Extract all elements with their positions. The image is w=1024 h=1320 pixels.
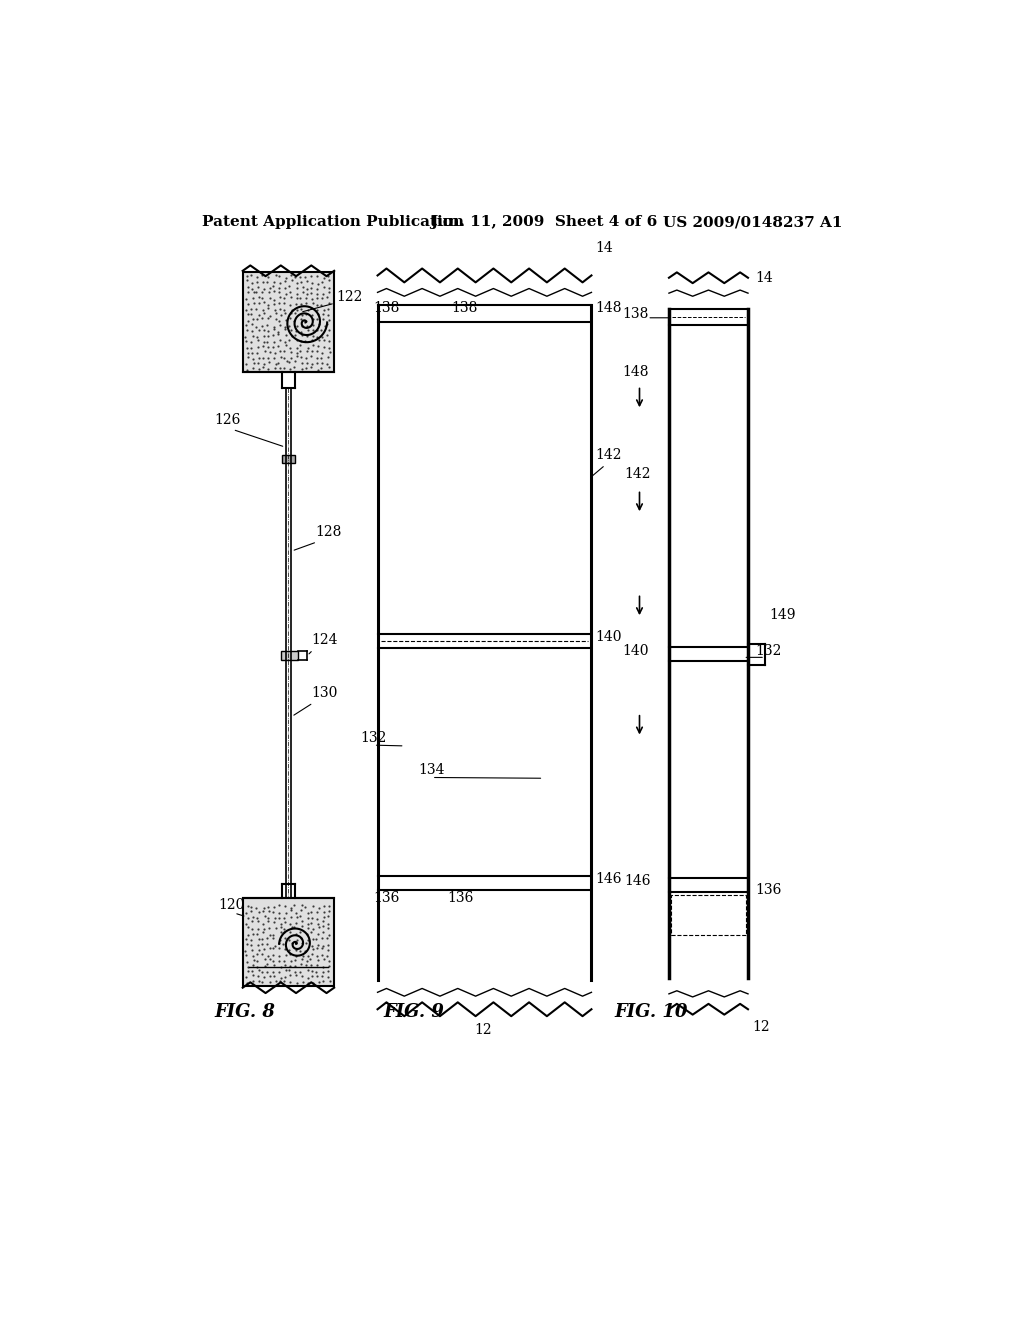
Bar bbox=[283, 455, 295, 462]
Text: 148: 148 bbox=[623, 366, 649, 379]
Text: Patent Application Publication: Patent Application Publication bbox=[202, 215, 464, 230]
Text: 12: 12 bbox=[752, 1020, 769, 1034]
Text: 128: 128 bbox=[315, 525, 342, 539]
Text: 136: 136 bbox=[447, 891, 474, 906]
Text: 138: 138 bbox=[452, 301, 477, 315]
Text: 149: 149 bbox=[770, 609, 797, 622]
Text: US 2009/0148237 A1: US 2009/0148237 A1 bbox=[663, 215, 843, 230]
Text: 148: 148 bbox=[595, 301, 622, 315]
Text: FIG. 8: FIG. 8 bbox=[215, 1003, 275, 1020]
Text: 136: 136 bbox=[756, 883, 782, 896]
Text: 142: 142 bbox=[595, 447, 622, 462]
Text: 132: 132 bbox=[360, 731, 387, 744]
Text: 126: 126 bbox=[215, 413, 242, 428]
Bar bbox=[243, 272, 334, 372]
Bar bbox=[671, 895, 746, 935]
Text: 124: 124 bbox=[311, 632, 338, 647]
Text: 134: 134 bbox=[418, 763, 444, 777]
Text: 14: 14 bbox=[595, 242, 613, 255]
Text: 138: 138 bbox=[374, 301, 400, 315]
Text: 12: 12 bbox=[474, 1023, 493, 1038]
Text: 138: 138 bbox=[623, 306, 649, 321]
Text: FIG. 10: FIG. 10 bbox=[614, 1003, 688, 1020]
Text: 140: 140 bbox=[595, 630, 622, 644]
Text: 146: 146 bbox=[624, 874, 650, 888]
Text: 130: 130 bbox=[311, 686, 338, 701]
Bar bbox=[281, 651, 298, 660]
Text: Jun. 11, 2009  Sheet 4 of 6: Jun. 11, 2009 Sheet 4 of 6 bbox=[430, 215, 657, 230]
Text: 146: 146 bbox=[595, 873, 622, 886]
Text: FIG. 9: FIG. 9 bbox=[384, 1003, 444, 1020]
Text: 136: 136 bbox=[374, 891, 400, 906]
Text: 122: 122 bbox=[337, 290, 362, 304]
Text: 142: 142 bbox=[624, 467, 650, 480]
Text: 132: 132 bbox=[756, 644, 782, 659]
Text: 120: 120 bbox=[219, 898, 245, 912]
Bar bbox=[243, 898, 334, 986]
Text: 140: 140 bbox=[623, 644, 649, 659]
Text: 14: 14 bbox=[756, 271, 773, 285]
